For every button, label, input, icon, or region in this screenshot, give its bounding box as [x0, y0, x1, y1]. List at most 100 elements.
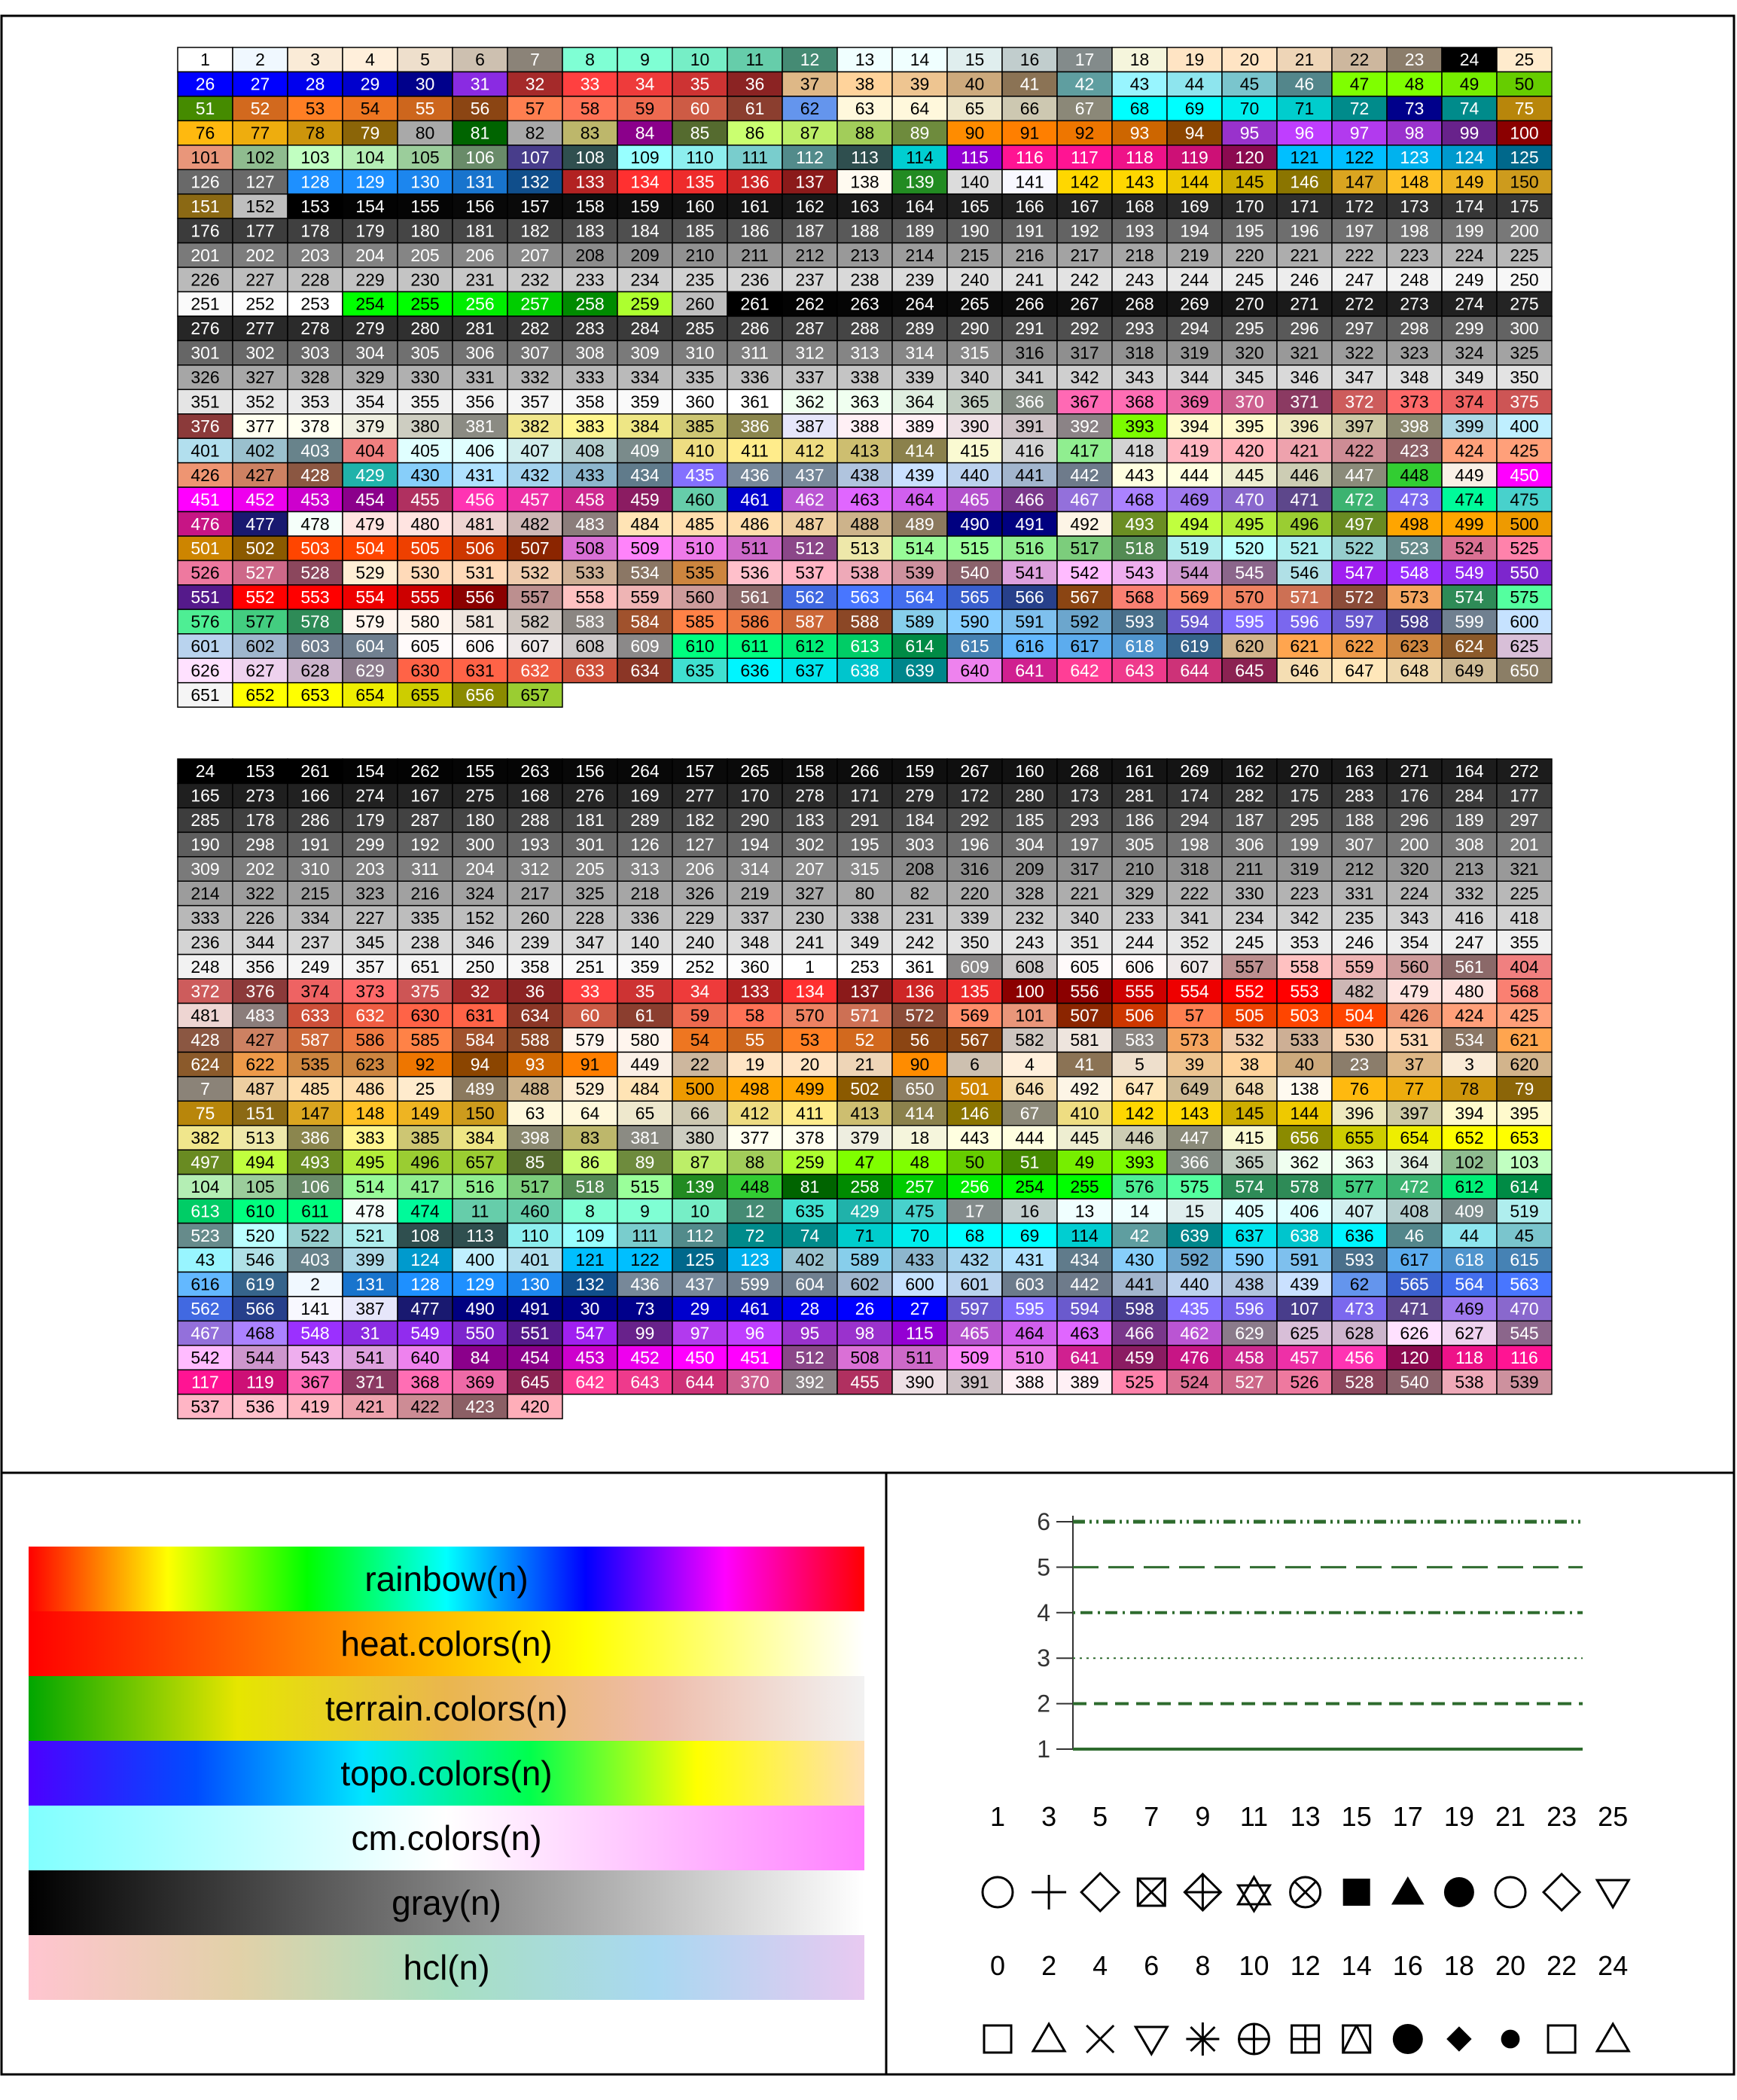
color-cell-label: 421 [355, 1397, 384, 1416]
color-cell-label: 200 [1400, 835, 1428, 855]
color-cell-label: 211 [1236, 859, 1263, 879]
color-cell-label: 449 [1455, 465, 1483, 485]
color-cell-label: 379 [355, 416, 384, 436]
color-cell-label: 317 [1070, 343, 1099, 363]
color-cell-label: 624 [1455, 636, 1484, 656]
color-cell-label: 375 [410, 981, 439, 1001]
color-cell-label: 107 [520, 148, 549, 167]
color-cell-69 [1166, 96, 1223, 122]
color-cell-label: 348 [1400, 367, 1428, 387]
pch-label: 15 [1342, 1801, 1372, 1832]
color-cell-label: 343 [1125, 367, 1153, 387]
color-cell-label: 181 [575, 810, 604, 830]
color-cell-116 [1001, 145, 1058, 171]
color-cell-label: 102 [1455, 1152, 1483, 1172]
color-cell-label: 279 [905, 786, 934, 806]
color-cell-label: 428 [300, 465, 329, 485]
color-cell-label: 101 [190, 148, 219, 167]
color-cell-177 [232, 218, 288, 244]
color-cell-label: 346 [465, 932, 494, 952]
color-cell-label: 412 [795, 440, 824, 460]
color-cell-label: 564 [1455, 1275, 1484, 1294]
color-cell-label: 303 [300, 343, 329, 363]
color-cell-label: 249 [300, 957, 329, 977]
color-cell-label: 384 [465, 1128, 495, 1148]
color-cell-label: 571 [1290, 587, 1318, 607]
color-cell-label: 512 [795, 1348, 824, 1367]
color-cell-label: 27 [910, 1299, 930, 1318]
pch-symbol-20 [1501, 2029, 1520, 2049]
palette-label: heat.colors(n) [340, 1624, 552, 1663]
pch-symbol-15 [1342, 1879, 1370, 1906]
color-cell-label: 398 [520, 1128, 549, 1148]
color-cell-label: 494 [245, 1152, 275, 1172]
color-cell-label: 423 [465, 1397, 494, 1416]
color-cell-label: 338 [850, 908, 879, 928]
color-cell-label: 435 [1180, 1299, 1208, 1318]
color-cell-label: 123 [1400, 148, 1428, 167]
color-cell-label: 526 [190, 563, 219, 583]
color-cell-205 [397, 242, 453, 268]
color-cell-label: 88 [855, 123, 875, 143]
color-cell-label: 229 [355, 270, 384, 289]
color-cell-label: 402 [795, 1250, 824, 1269]
color-cell-label: 287 [410, 810, 439, 830]
color-cell-label: 34 [690, 981, 710, 1001]
color-cell-label: 50 [1515, 75, 1534, 94]
color-cell-38 [837, 71, 893, 97]
color-cell-label: 592 [1070, 612, 1099, 632]
color-cell-label: 434 [630, 465, 660, 485]
color-cell-label: 370 [1235, 392, 1263, 412]
numeric-order-table: 1 2 3 4 5 6 7 8 9 10 11 12 13 14 15 16 17 18 19 20 21 22 23 24 2… [177, 47, 1553, 708]
color-cell-label: 572 [1345, 587, 1373, 607]
color-cell-label: 56 [471, 99, 490, 118]
color-cell-label: 175 [1290, 786, 1318, 806]
color-cell-label: 381 [465, 416, 494, 436]
color-cell-label: 236 [740, 270, 769, 289]
color-cell-label: 643 [1125, 660, 1153, 680]
color-cell-label: 451 [190, 489, 219, 509]
color-cell-label: 376 [245, 981, 274, 1001]
pch-label: 4 [1092, 1950, 1108, 1981]
color-cell-label: 460 [520, 1201, 549, 1221]
color-cell-label: 26 [855, 1299, 875, 1318]
color-cell-label: 180 [410, 221, 439, 240]
color-cell-label: 580 [410, 612, 439, 632]
color-cell-label: 202 [245, 245, 274, 265]
color-cell-label: 566 [245, 1299, 274, 1318]
color-cell-185 [672, 218, 728, 244]
color-cell-label: 618 [1455, 1250, 1483, 1269]
color-cell-label: 313 [850, 343, 879, 363]
color-cell-85 [672, 120, 728, 146]
color-cell-label: 508 [575, 538, 604, 558]
color-cell-label: 217 [1070, 245, 1099, 265]
color-cell-label: 569 [960, 1006, 989, 1026]
color-cell-label: 292 [1070, 319, 1099, 338]
color-cell-label: 444 [1180, 465, 1209, 485]
color-cell-label: 592 [1180, 1250, 1208, 1269]
color-cell-label: 324 [1455, 343, 1484, 363]
y-tick-label: 1 [1037, 1736, 1050, 1763]
color-cell-label: 228 [300, 270, 329, 289]
color-cell-label: 483 [245, 1006, 274, 1026]
color-cell-label: 13 [1075, 1201, 1095, 1221]
color-cell-162 [782, 193, 838, 219]
color-cell-label: 296 [1290, 319, 1318, 338]
pch-label: 18 [1444, 1950, 1474, 1981]
color-cell-label: 300 [1510, 319, 1538, 338]
color-cell-label: 457 [520, 489, 549, 509]
color-cell-label: 402 [245, 440, 274, 460]
color-cell-label: 211 [741, 245, 769, 265]
color-cell-label: 155 [465, 761, 494, 781]
color-cell-label: 464 [905, 489, 934, 509]
color-cell-label: 69 [1020, 1226, 1040, 1245]
color-cell-label: 378 [795, 1128, 824, 1148]
color-cell-label: 365 [1235, 1152, 1263, 1172]
color-cell-label: 271 [1400, 761, 1428, 781]
color-cell-label: 356 [465, 392, 494, 412]
color-cell-label: 605 [410, 636, 439, 656]
color-cell-label: 313 [630, 859, 659, 879]
color-cell-label: 652 [245, 685, 274, 705]
color-cell-label: 266 [1015, 294, 1044, 314]
color-cell-43 [1111, 71, 1168, 97]
